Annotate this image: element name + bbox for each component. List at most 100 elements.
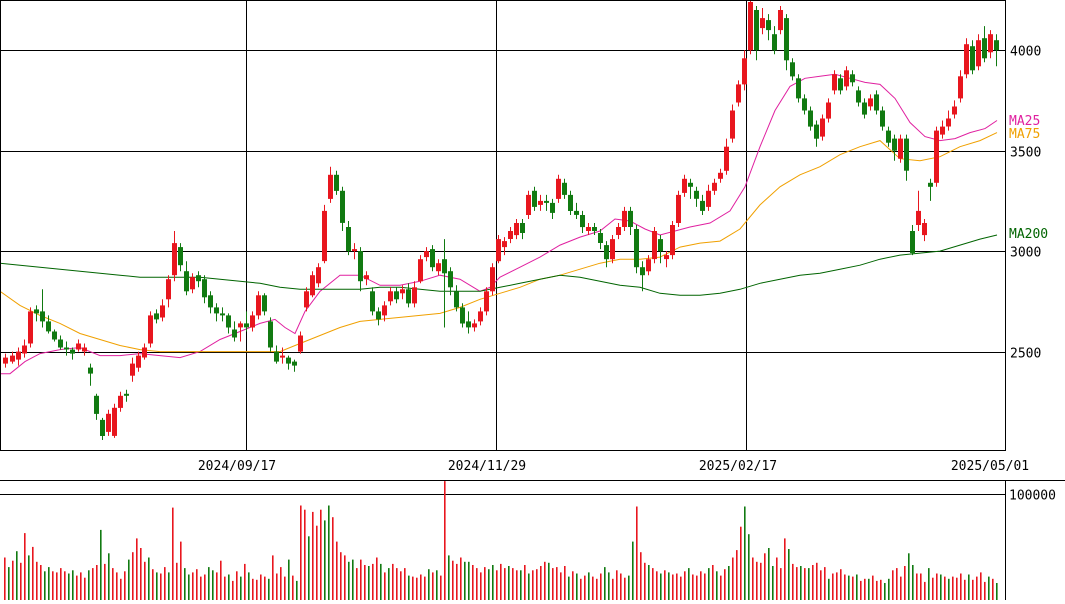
volume-bar bbox=[396, 568, 398, 600]
volume-bar bbox=[60, 568, 62, 600]
candle-body bbox=[568, 194, 573, 211]
volume-bar bbox=[964, 579, 966, 600]
volume-bar bbox=[160, 573, 162, 600]
volume-bar bbox=[532, 570, 534, 600]
candle-body bbox=[376, 311, 381, 320]
volume-bar bbox=[692, 574, 694, 600]
volume-bar bbox=[780, 568, 782, 600]
volume-bar bbox=[752, 557, 754, 600]
volume-bar bbox=[476, 568, 478, 600]
volume-bar bbox=[236, 571, 238, 600]
volume-bar bbox=[600, 573, 602, 600]
volume-bar bbox=[908, 553, 910, 600]
volume-bar bbox=[428, 569, 430, 600]
candle-body bbox=[322, 210, 327, 262]
volume-bar bbox=[716, 571, 718, 600]
volume-bar bbox=[296, 580, 298, 600]
volume-bar bbox=[88, 570, 90, 600]
volume-bar bbox=[772, 566, 774, 600]
volume-bar bbox=[424, 576, 426, 600]
candle-body bbox=[916, 210, 921, 225]
volume-bar bbox=[816, 562, 818, 600]
candle-body bbox=[124, 393, 129, 396]
candle-body bbox=[40, 311, 45, 322]
volume-bar bbox=[680, 576, 682, 600]
candle-body bbox=[988, 34, 993, 53]
volume-bar bbox=[208, 567, 210, 600]
candle-body bbox=[118, 395, 123, 408]
candle-body bbox=[424, 251, 429, 258]
volume-bar bbox=[368, 566, 370, 600]
candle-body bbox=[604, 245, 609, 260]
volume-bar bbox=[760, 562, 762, 600]
volume-bar bbox=[300, 505, 302, 600]
candle-body bbox=[754, 10, 759, 51]
candle-body bbox=[352, 249, 357, 252]
volume-bar bbox=[32, 546, 34, 600]
volume-bar bbox=[44, 571, 46, 600]
candle-body bbox=[220, 313, 225, 316]
volume-bar bbox=[352, 559, 354, 600]
candle-body bbox=[976, 40, 981, 67]
volume-bar bbox=[244, 563, 246, 600]
volume-bar bbox=[288, 559, 290, 600]
volume-bar bbox=[328, 505, 330, 600]
volume-bars bbox=[4, 481, 998, 600]
ma-label-ma75: MA75 bbox=[1009, 127, 1040, 142]
candle-body bbox=[688, 182, 693, 187]
candle-body bbox=[202, 279, 207, 298]
volume-bar bbox=[80, 572, 82, 600]
volume-bar bbox=[832, 573, 834, 600]
volume-bar bbox=[500, 563, 502, 600]
candle-body bbox=[106, 413, 111, 432]
candle-body bbox=[418, 259, 423, 282]
volume-bar bbox=[400, 571, 402, 600]
volume-bar bbox=[892, 570, 894, 600]
volume-bar bbox=[192, 572, 194, 600]
volume-bar bbox=[220, 560, 222, 600]
volume-bar bbox=[48, 567, 50, 600]
price-pane-frame bbox=[0, 0, 1006, 451]
volume-bar bbox=[96, 565, 98, 600]
volume-bar bbox=[344, 555, 346, 600]
volume-bar bbox=[348, 561, 350, 600]
candle-body bbox=[52, 331, 57, 340]
candle-body bbox=[304, 291, 309, 308]
candle-body bbox=[250, 315, 255, 328]
volume-bar bbox=[656, 571, 658, 600]
candle-body bbox=[796, 78, 801, 99]
volume-bar bbox=[92, 568, 94, 600]
candle-body bbox=[640, 267, 645, 276]
candle-body bbox=[700, 200, 705, 211]
candle-body bbox=[76, 343, 81, 350]
volume-bar bbox=[544, 561, 546, 600]
candle-body bbox=[178, 247, 183, 266]
candle-body bbox=[562, 182, 567, 195]
volume-bar bbox=[180, 541, 182, 600]
volume-bar bbox=[704, 573, 706, 600]
volume-bar bbox=[748, 534, 750, 600]
volume-bar bbox=[204, 574, 206, 600]
volume-bar bbox=[240, 576, 242, 600]
volume-bar bbox=[336, 541, 338, 600]
candle-body bbox=[946, 118, 951, 127]
volume-bar bbox=[108, 553, 110, 600]
volume-bar bbox=[332, 517, 334, 600]
candle-body bbox=[928, 182, 933, 187]
candle-body bbox=[214, 307, 219, 314]
volume-bar bbox=[808, 568, 810, 600]
candle-body bbox=[802, 98, 807, 111]
volume-bar bbox=[936, 573, 938, 600]
candle-body bbox=[766, 20, 771, 31]
volume-bar bbox=[968, 574, 970, 600]
volume-bar bbox=[408, 575, 410, 600]
candle-body bbox=[868, 98, 873, 107]
volume-bar bbox=[708, 568, 710, 600]
candle-body bbox=[598, 233, 603, 243]
candle-body bbox=[310, 275, 315, 296]
volume-bar bbox=[556, 567, 558, 600]
candle-body bbox=[514, 223, 519, 236]
volume-bar bbox=[916, 573, 918, 600]
volume-bar bbox=[176, 562, 178, 600]
